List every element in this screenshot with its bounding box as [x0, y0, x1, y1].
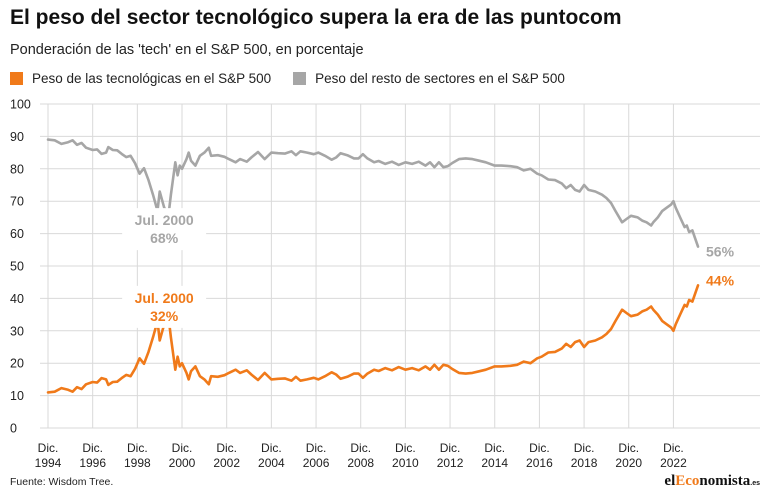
x-tick-label-line1-10: Dic. — [484, 441, 505, 455]
series-line-tech — [46, 284, 700, 394]
x-tick-label-line1-12: Dic. — [574, 441, 595, 455]
legend-item-rest: Peso del resto de sectores en el S&P 500 — [293, 71, 565, 86]
x-tick-label-line2-13: 2020 — [615, 456, 642, 470]
y-tick-label-100: 100 — [10, 98, 31, 112]
x-tick-label-line2-11: 2016 — [526, 456, 553, 470]
x-tick-label-line1-14: Dic. — [663, 441, 684, 455]
x-tick-label-line2-0: 1994 — [35, 456, 62, 470]
legend-swatch-rest — [293, 71, 307, 85]
y-tick-label-50: 50 — [10, 260, 24, 274]
end-label-tech: 44% — [706, 273, 735, 289]
x-tick-label-line1-2: Dic. — [127, 441, 148, 455]
x-tick-label-line2-2: 1998 — [124, 456, 151, 470]
chart-legend: Peso de las tecnológicas en el S&P 500 P… — [10, 69, 587, 87]
x-tick-label-line2-3: 2000 — [169, 456, 196, 470]
x-tick-label-line1-11: Dic. — [529, 441, 550, 455]
annotation-value-0: 68% — [150, 230, 179, 246]
x-tick-label-line1-3: Dic. — [172, 441, 193, 455]
x-tick-label-line1-8: Dic. — [395, 441, 416, 455]
annotation-bg-1 — [122, 285, 207, 328]
y-tick-label-0: 0 — [10, 422, 17, 436]
y-tick-label-10: 10 — [10, 389, 24, 403]
x-tick-label-line2-12: 2018 — [571, 456, 598, 470]
legend-label-rest: Peso del resto de sectores en el S&P 500 — [315, 70, 565, 86]
x-tick-label-line1-6: Dic. — [306, 441, 327, 455]
y-tick-label-70: 70 — [10, 195, 24, 209]
series-line-rest — [46, 138, 700, 248]
legend-swatch-tech — [10, 71, 23, 85]
chart-subtitle: Ponderación de las 'tech' en el S&P 500,… — [10, 42, 364, 58]
x-tick-label-line2-14: 2022 — [660, 456, 687, 470]
annotation-date-1: Jul. 2000 — [135, 290, 194, 306]
brand-prefix: el — [664, 473, 676, 489]
annotation-date-0: Jul. 2000 — [135, 212, 194, 228]
chart-title: El peso del sector tecnológico supera la… — [10, 6, 622, 29]
y-tick-label-80: 80 — [10, 162, 24, 176]
brand-accent: Eco — [675, 473, 700, 489]
annotation-bg-0 — [122, 208, 207, 251]
source-note: Fuente: Wisdom Tree. — [10, 476, 114, 488]
x-tick-label-line1-0: Dic. — [38, 441, 59, 455]
brand-tld: .es — [750, 480, 760, 487]
x-tick-label-line1-9: Dic. — [440, 441, 461, 455]
x-tick-label-line2-7: 2008 — [347, 456, 374, 470]
x-tick-label-line2-4: 2002 — [213, 456, 240, 470]
brand-logo: elEconomista.es — [664, 473, 760, 490]
annotation-value-1: 32% — [150, 308, 179, 324]
x-tick-label-line1-4: Dic. — [216, 441, 237, 455]
end-label-rest: 56% — [706, 243, 735, 259]
y-tick-label-20: 20 — [10, 357, 24, 371]
x-tick-label-line2-1: 1996 — [79, 456, 106, 470]
x-tick-label-line2-10: 2014 — [481, 456, 508, 470]
y-tick-label-40: 40 — [10, 292, 24, 306]
legend-label-tech: Peso de las tecnológicas en el S&P 500 — [32, 70, 272, 86]
y-tick-label-60: 60 — [10, 227, 24, 241]
x-tick-label-line1-1: Dic. — [82, 441, 103, 455]
legend-item-tech: Peso de las tecnológicas en el S&P 500 — [10, 71, 271, 86]
brand-suffix: nomista — [699, 473, 751, 489]
y-tick-label-30: 30 — [10, 324, 24, 338]
x-tick-label-line2-6: 2006 — [303, 456, 330, 470]
y-tick-label-90: 90 — [10, 130, 24, 144]
x-tick-label-line1-5: Dic. — [261, 441, 282, 455]
x-tick-label-line1-7: Dic. — [350, 441, 371, 455]
x-tick-label-line2-8: 2010 — [392, 456, 419, 470]
x-tick-label-line2-5: 2004 — [258, 456, 285, 470]
x-tick-label-line2-9: 2012 — [437, 456, 464, 470]
x-tick-label-line1-13: Dic. — [618, 441, 639, 455]
